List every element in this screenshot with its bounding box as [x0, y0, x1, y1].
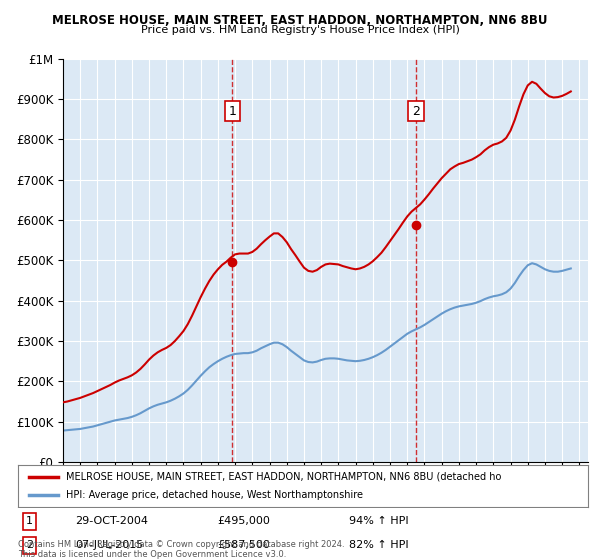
Text: MELROSE HOUSE, MAIN STREET, EAST HADDON, NORTHAMPTON, NN6 8BU (detached ho: MELROSE HOUSE, MAIN STREET, EAST HADDON,… — [67, 472, 502, 482]
Text: 29-OCT-2004: 29-OCT-2004 — [75, 516, 148, 526]
Text: 2: 2 — [412, 105, 420, 118]
Text: 82% ↑ HPI: 82% ↑ HPI — [349, 540, 408, 550]
Text: MELROSE HOUSE, MAIN STREET, EAST HADDON, NORTHAMPTON, NN6 8BU: MELROSE HOUSE, MAIN STREET, EAST HADDON,… — [52, 14, 548, 27]
Text: Contains HM Land Registry data © Crown copyright and database right 2024.
This d: Contains HM Land Registry data © Crown c… — [18, 540, 344, 559]
Text: 1: 1 — [228, 105, 236, 118]
Text: £587,500: £587,500 — [218, 540, 271, 550]
Text: 1: 1 — [26, 516, 33, 526]
Text: HPI: Average price, detached house, West Northamptonshire: HPI: Average price, detached house, West… — [67, 490, 364, 500]
Text: 94% ↑ HPI: 94% ↑ HPI — [349, 516, 408, 526]
Text: Price paid vs. HM Land Registry's House Price Index (HPI): Price paid vs. HM Land Registry's House … — [140, 25, 460, 35]
Text: 07-JUL-2015: 07-JUL-2015 — [75, 540, 143, 550]
Text: £495,000: £495,000 — [218, 516, 271, 526]
Text: 2: 2 — [26, 540, 33, 550]
